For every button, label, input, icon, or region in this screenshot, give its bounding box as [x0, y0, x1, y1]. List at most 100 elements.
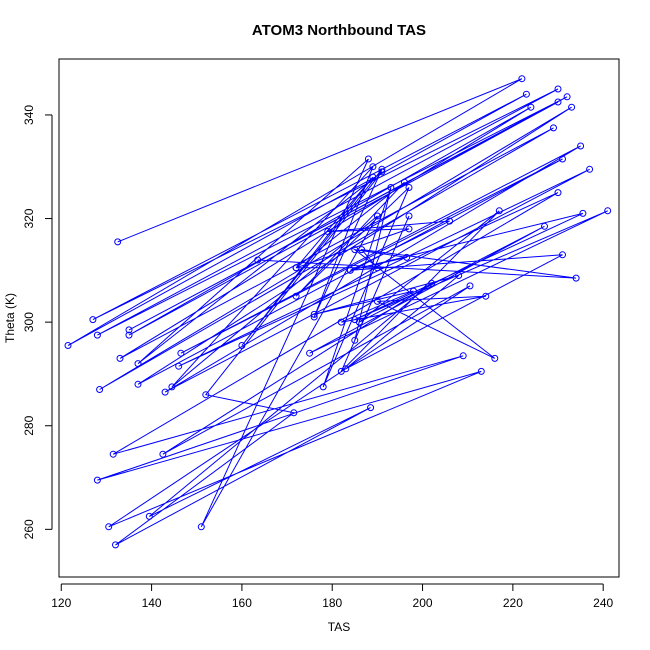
x-tick-label: 140	[142, 596, 162, 610]
data-point	[346, 266, 354, 274]
x-axis: 120 140 160 180 200 220 240	[51, 583, 614, 610]
data-point	[306, 349, 314, 357]
data-point	[378, 168, 386, 176]
data-point	[428, 279, 436, 287]
x-tick-label: 180	[322, 596, 342, 610]
data-point	[310, 310, 318, 318]
data-point	[541, 222, 548, 230]
data-point	[367, 404, 375, 412]
data-point	[466, 282, 474, 290]
data-point	[554, 189, 562, 197]
x-tick-label: 160	[232, 596, 252, 610]
data-point	[586, 165, 594, 173]
y-tick-label: 320	[22, 208, 36, 228]
x-axis-label: TAS	[328, 620, 350, 634]
data-point	[238, 342, 246, 349]
data-point	[134, 380, 142, 388]
data-point	[159, 450, 167, 458]
data-point	[93, 331, 101, 339]
data-point	[378, 165, 386, 173]
data-point	[292, 292, 300, 300]
data-point	[319, 383, 327, 391]
data-point	[604, 207, 612, 215]
y-tick-label: 260	[22, 519, 36, 539]
x-tick-label: 200	[413, 596, 433, 610]
data-point	[197, 523, 205, 531]
data-point	[577, 142, 585, 150]
data-point	[254, 256, 262, 264]
data-point	[168, 383, 176, 391]
data-point	[109, 450, 117, 458]
data-point	[579, 209, 587, 217]
data-point	[125, 326, 133, 334]
data-point	[161, 388, 169, 396]
data-point	[401, 178, 408, 186]
data-point	[527, 103, 535, 111]
y-axis: 260 280 300 320 340	[22, 105, 53, 539]
data-point	[373, 297, 381, 305]
y-tick-label: 300	[22, 312, 36, 332]
data-point	[177, 349, 185, 357]
data-point	[572, 274, 580, 282]
data-point	[403, 253, 411, 261]
data-point	[405, 225, 413, 233]
x-tick-label: 220	[503, 596, 523, 610]
data-point	[559, 251, 566, 259]
data-point	[145, 512, 153, 520]
data-point	[495, 207, 503, 215]
data-point	[550, 124, 557, 132]
data-point	[125, 331, 133, 339]
data-point	[455, 272, 463, 279]
data-point	[482, 292, 490, 300]
data-point	[112, 541, 119, 549]
data-point	[491, 354, 499, 362]
x-tick-label: 240	[593, 596, 613, 610]
data-point	[405, 184, 413, 191]
data-point	[477, 367, 485, 375]
data-point	[522, 90, 530, 98]
data-point	[387, 184, 395, 191]
data-point	[290, 409, 298, 417]
data-point	[459, 352, 467, 360]
data-point	[358, 246, 366, 254]
y-tick-label: 280	[22, 415, 36, 435]
data-point	[373, 212, 381, 220]
plot-frame	[58, 58, 620, 578]
data-point	[364, 155, 372, 163]
data-point	[116, 354, 124, 362]
y-axis-label: Theta (K)	[3, 293, 17, 343]
data-point	[342, 365, 350, 373]
data-point	[292, 264, 300, 272]
data-point	[93, 476, 101, 484]
data-point	[114, 238, 122, 246]
data-point	[373, 264, 381, 272]
data-point	[105, 523, 113, 531]
data-point	[96, 386, 104, 393]
data-point	[134, 360, 142, 368]
series-lines	[67, 78, 608, 546]
data-point	[554, 98, 562, 106]
data-point	[369, 163, 377, 171]
series-points	[64, 75, 612, 549]
data-point	[64, 342, 72, 349]
data-point	[568, 103, 576, 111]
data-point	[410, 287, 417, 295]
data-point	[446, 217, 454, 225]
data-point	[351, 316, 359, 324]
x-tick-label: 120	[51, 596, 71, 610]
data-point	[310, 313, 318, 321]
series-line	[67, 78, 608, 546]
data-point	[175, 362, 183, 370]
data-point	[202, 391, 210, 399]
data-point	[351, 246, 359, 254]
data-point	[563, 93, 571, 101]
data-point	[405, 212, 413, 220]
data-point	[369, 173, 377, 181]
data-point	[89, 316, 97, 324]
data-point	[554, 85, 562, 93]
y-tick-label: 340	[22, 105, 36, 125]
data-point	[518, 75, 526, 83]
chart-title: ATOM3 Northbound TAS	[252, 22, 426, 39]
